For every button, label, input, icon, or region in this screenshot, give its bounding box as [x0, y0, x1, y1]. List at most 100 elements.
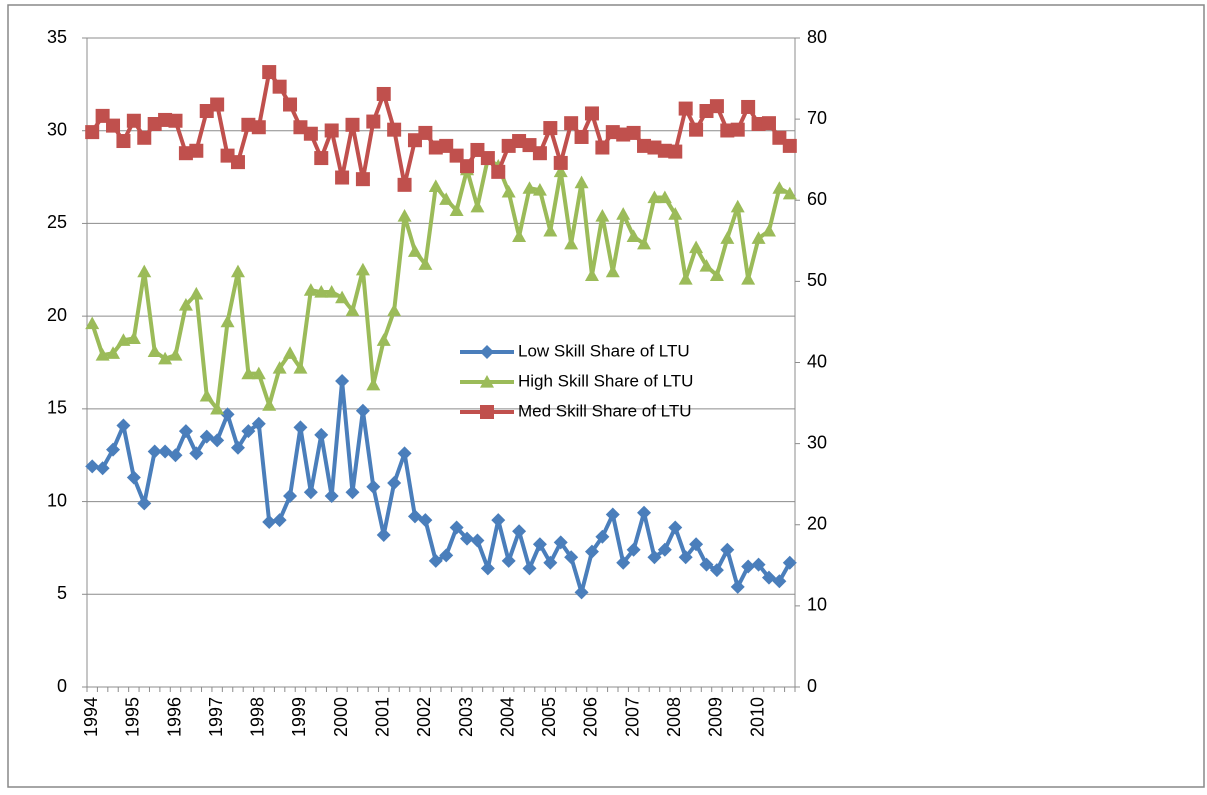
data-point	[772, 181, 787, 194]
data-point	[626, 125, 641, 140]
data-point	[616, 207, 631, 220]
data-point	[355, 403, 370, 418]
data-point	[709, 99, 724, 114]
data-point	[626, 542, 641, 557]
data-point	[314, 151, 329, 166]
data-point	[439, 548, 454, 563]
data-point	[407, 509, 422, 524]
data-point	[355, 262, 370, 276]
y2-tick-label: 60	[807, 189, 827, 209]
y-tick-label: 15	[47, 398, 67, 418]
data-point	[574, 129, 589, 144]
data-point	[782, 186, 797, 200]
legend-swatch-marker	[480, 345, 494, 359]
data-point	[595, 209, 610, 222]
y2-tick-label: 40	[807, 351, 827, 371]
y2-tick-label: 20	[807, 514, 827, 534]
data-point	[595, 140, 610, 155]
data-point	[532, 183, 547, 196]
x-tick-label: 2000	[331, 697, 351, 737]
data-point	[761, 116, 776, 131]
data-point	[272, 513, 287, 528]
data-point	[366, 377, 381, 391]
data-point	[126, 113, 141, 128]
data-point	[428, 179, 443, 192]
data-point	[720, 542, 735, 557]
data-point	[657, 190, 672, 204]
data-point	[491, 513, 506, 528]
x-tick-label: 2003	[456, 697, 476, 737]
data-point	[782, 138, 797, 153]
data-point	[449, 203, 464, 217]
x-tick-label: 2007	[622, 697, 642, 737]
data-point	[95, 461, 110, 476]
data-point	[137, 130, 152, 145]
data-point	[241, 366, 256, 380]
legend-label: Low Skill Share of LTU	[518, 341, 690, 360]
x-tick-label: 2001	[372, 697, 392, 737]
data-point	[126, 331, 141, 344]
chart-frame	[7, 4, 1205, 788]
data-point	[262, 514, 277, 529]
data-point	[283, 346, 298, 359]
y-tick-label: 5	[57, 583, 67, 603]
data-point	[251, 416, 266, 431]
data-point	[522, 561, 537, 576]
data-point	[460, 531, 475, 546]
data-point	[689, 240, 704, 254]
data-point	[637, 505, 652, 520]
y-tick-label: 10	[47, 490, 67, 510]
data-point	[637, 236, 652, 250]
x-tick-label: 1995	[123, 697, 143, 737]
data-point	[480, 561, 495, 576]
data-point	[470, 533, 485, 548]
data-point	[584, 544, 599, 559]
data-point	[647, 550, 662, 565]
data-point	[85, 316, 100, 330]
data-point	[699, 557, 714, 572]
data-point	[283, 489, 298, 504]
data-point	[137, 496, 152, 511]
data-point	[314, 427, 329, 442]
data-point	[303, 485, 318, 500]
data-point	[689, 537, 704, 552]
data-point	[574, 175, 589, 189]
data-point	[106, 346, 121, 359]
legend-swatch-marker	[480, 375, 494, 388]
data-point	[158, 444, 173, 459]
data-point	[574, 585, 589, 600]
legend-swatch-marker	[480, 405, 494, 419]
x-tick-label: 2010	[747, 697, 767, 737]
x-tick-label: 2008	[664, 697, 684, 737]
data-point	[709, 563, 724, 578]
data-point	[272, 79, 287, 94]
data-point	[553, 155, 568, 170]
data-point	[293, 361, 308, 374]
y2-tick-label: 70	[807, 108, 827, 128]
data-point	[584, 268, 599, 281]
data-point	[189, 446, 204, 461]
data-point	[189, 286, 204, 300]
data-point	[210, 401, 225, 415]
data-point	[85, 125, 100, 140]
data-point	[626, 229, 641, 243]
data-point	[512, 524, 527, 539]
x-tick-label: 1997	[206, 697, 226, 737]
data-point	[668, 144, 683, 159]
data-point	[366, 479, 381, 494]
data-point	[543, 555, 558, 570]
data-point	[532, 537, 547, 552]
x-tick-label: 2005	[539, 697, 559, 737]
data-point	[241, 424, 256, 439]
data-point	[220, 407, 235, 422]
y-tick-label: 25	[47, 212, 67, 232]
data-point	[251, 366, 266, 380]
data-point	[85, 459, 100, 474]
data-point	[387, 122, 402, 137]
data-point	[137, 264, 152, 278]
data-point	[647, 190, 662, 204]
y2-tick-label: 30	[807, 432, 827, 452]
data-point	[116, 418, 131, 433]
data-point	[761, 570, 776, 585]
